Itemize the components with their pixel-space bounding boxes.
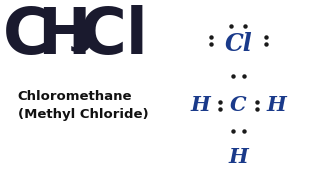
Text: Cl: Cl: [80, 5, 149, 67]
Text: Chloromethane
(Methyl Chloride): Chloromethane (Methyl Chloride): [18, 90, 148, 121]
Text: C: C: [230, 95, 247, 115]
Text: H: H: [228, 147, 248, 167]
Text: H: H: [37, 5, 90, 67]
Text: 3: 3: [69, 26, 92, 59]
Text: Cl: Cl: [225, 32, 252, 56]
Text: H: H: [267, 95, 287, 115]
Text: H: H: [190, 95, 210, 115]
Text: C: C: [3, 5, 50, 67]
